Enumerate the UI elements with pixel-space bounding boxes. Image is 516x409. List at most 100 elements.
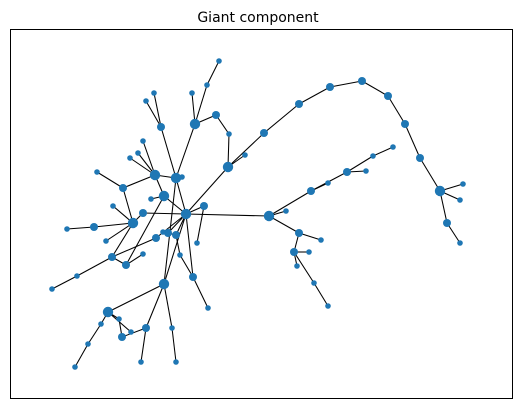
graph-node: [149, 169, 161, 181]
graph-node: [119, 184, 127, 192]
graph-node: [64, 226, 70, 232]
graph-node: [49, 286, 55, 292]
graph-node: [457, 240, 463, 246]
graph-node: [295, 100, 303, 108]
graph-node: [226, 131, 232, 137]
graph-node: [102, 306, 114, 318]
graph-node: [179, 174, 185, 180]
graph-node: [85, 341, 91, 347]
graph-edge: [263, 103, 300, 134]
graph-edge: [268, 215, 300, 234]
graph-edge: [160, 126, 177, 179]
graph-edge: [175, 123, 196, 179]
graph-node: [72, 364, 78, 370]
graph-edge: [142, 140, 156, 176]
graph-edge: [122, 174, 156, 189]
graph-node: [307, 187, 315, 195]
graph-edge: [163, 283, 173, 329]
graph-edge: [404, 123, 421, 159]
graph-node: [189, 90, 195, 96]
graph-edge: [185, 213, 194, 278]
graph-node: [180, 208, 192, 220]
graph-edge: [192, 276, 209, 309]
graph-node: [457, 197, 463, 203]
graph-node: [416, 154, 424, 162]
graph-edge: [96, 171, 124, 189]
graph-node: [189, 273, 197, 281]
graph-node: [204, 82, 210, 88]
graph-edge: [293, 251, 315, 284]
graph-node: [152, 234, 160, 242]
graph-node: [127, 155, 133, 161]
graph-node: [242, 152, 248, 158]
graph-edge: [122, 187, 134, 224]
graph-node: [460, 181, 466, 187]
graph-node: [189, 118, 201, 130]
graph-edge: [227, 132, 265, 168]
graph-node: [294, 263, 300, 269]
graph-node: [194, 240, 200, 246]
chart-title: Giant component: [197, 10, 319, 26]
graph-edge: [107, 283, 165, 313]
graph-node: [260, 129, 268, 137]
graph-edge: [155, 213, 187, 239]
graph-edge: [74, 343, 89, 368]
graph-node: [263, 210, 275, 222]
graph-node: [358, 77, 366, 85]
graph-edge: [87, 323, 102, 345]
graph-node: [306, 249, 312, 255]
edge-layer: [51, 60, 464, 368]
graph-edge: [66, 226, 95, 230]
graph-node: [311, 280, 317, 286]
graph-node: [169, 325, 175, 331]
graph-node: [74, 273, 80, 279]
graph-edge: [227, 133, 230, 168]
graph-edge: [145, 100, 162, 128]
graph-node: [318, 237, 324, 243]
graph-edge: [329, 80, 363, 88]
graph-node: [434, 185, 446, 197]
graph-edge: [387, 95, 406, 125]
graph-edge: [105, 222, 134, 242]
graph-node: [343, 168, 351, 176]
graph-node: [103, 238, 109, 244]
graph-edge: [185, 213, 270, 217]
graph-edge: [145, 283, 165, 329]
graph-node: [283, 208, 289, 214]
graph-edge: [111, 237, 157, 258]
graph-node: [173, 359, 179, 365]
graph-node: [290, 248, 298, 256]
graph-node: [138, 359, 144, 365]
graph-node: [98, 321, 104, 327]
graph-edge: [171, 327, 177, 363]
graph-node: [151, 90, 157, 96]
graph-node: [200, 202, 208, 210]
graph-edge: [140, 327, 147, 363]
graph-edge: [346, 155, 374, 173]
graph-edge: [51, 275, 78, 290]
graph-node: [390, 144, 396, 150]
graph-node: [363, 168, 369, 174]
graph-node: [140, 251, 146, 257]
graph-node: [170, 172, 182, 184]
graph-node: [212, 111, 220, 119]
graph-node: [140, 138, 146, 144]
graph-edge: [206, 60, 220, 86]
graph-node: [164, 229, 172, 237]
graph-node: [325, 180, 331, 186]
graph-edge: [125, 195, 165, 266]
graph-edge: [93, 222, 134, 228]
graph-node: [139, 209, 147, 217]
graph-node: [118, 333, 126, 341]
graph-node: [160, 229, 166, 235]
graph-node: [128, 329, 134, 335]
graph-node: [205, 305, 211, 311]
graph-node: [158, 190, 170, 202]
graph-node: [384, 92, 392, 100]
graph-node: [148, 196, 154, 202]
graph-edge: [298, 86, 331, 105]
graph-edge: [111, 222, 134, 258]
graph-node: [110, 203, 116, 209]
graph-node: [172, 231, 180, 239]
graph-edge: [121, 327, 147, 338]
